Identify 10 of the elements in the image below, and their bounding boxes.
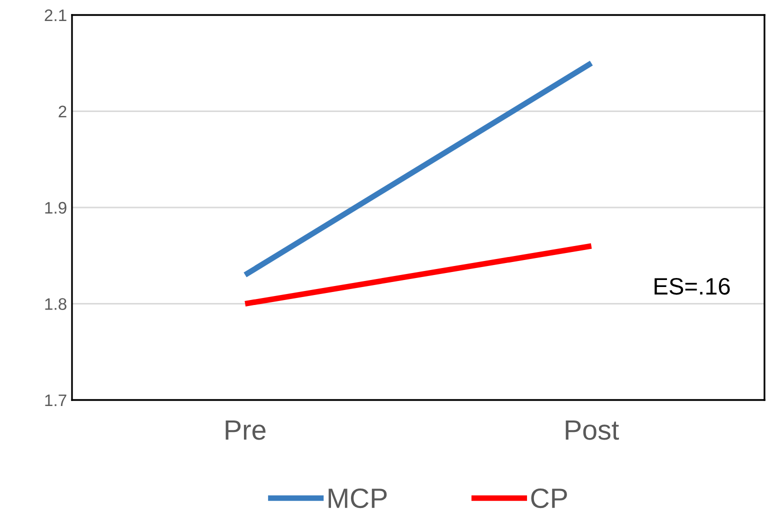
y-tick-label: 1.9 xyxy=(45,202,66,214)
y-tick-label: 2.1 xyxy=(44,9,66,22)
x-tick-label: Post xyxy=(566,420,619,440)
legend-label: MCP xyxy=(328,488,387,508)
x-tick-label: Pre xyxy=(226,420,266,440)
annotation: ES=.16 xyxy=(654,278,730,295)
y-tick-label: 1.8 xyxy=(45,298,66,310)
y-tick-label: 1.7 xyxy=(45,394,66,406)
y-tick-label: 2 xyxy=(58,106,66,118)
legend-label: CP xyxy=(531,488,567,508)
